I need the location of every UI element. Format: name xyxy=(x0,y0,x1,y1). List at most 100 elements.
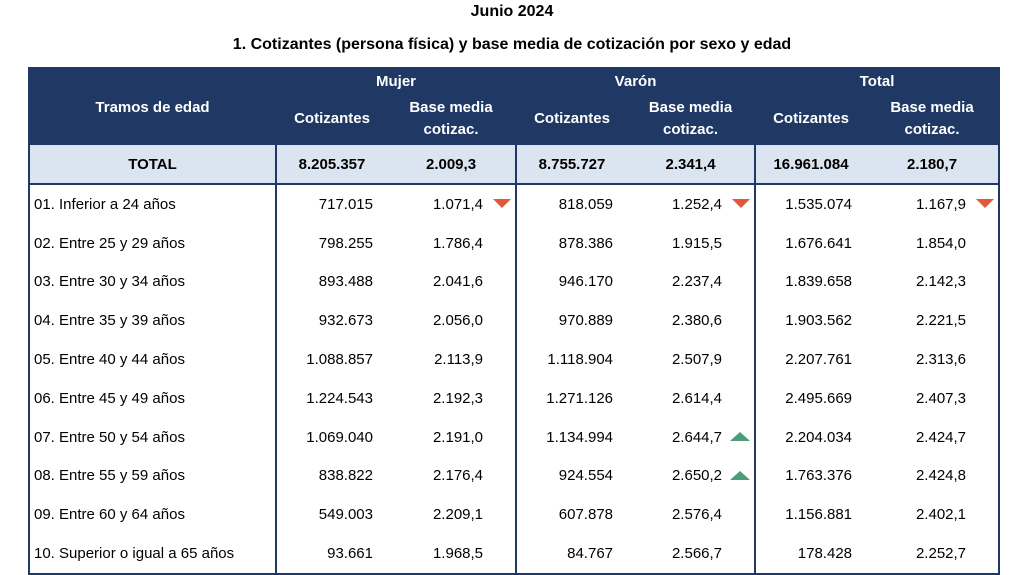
cell-value: 970.889 xyxy=(558,312,614,330)
cell-value: 2.650,2 xyxy=(671,467,723,485)
table-row: 03. Entre 30 y 34 años 893.488 2.041,6 946.… xyxy=(29,262,999,302)
col-header-cotizantes: Cotizantes xyxy=(754,93,867,145)
triangle-down-icon xyxy=(493,199,512,208)
cell-value: 2.056,0 xyxy=(432,312,484,330)
base-media-cell: 2.113,9 xyxy=(387,340,516,379)
cotizantes-cell: 1.839.658 xyxy=(754,262,867,302)
cotizantes-cell: 2.495.669 xyxy=(754,378,867,418)
table-row: 02. Entre 25 y 29 años 798.255 1.786,4 878.… xyxy=(29,223,999,263)
row-label: 08. Entre 55 y 59 años xyxy=(34,467,185,485)
col-header-base-line1: Base media xyxy=(890,99,974,116)
cotizantes-cell: 549.003 xyxy=(275,495,387,535)
cell-value: 2.380,6 xyxy=(671,312,723,330)
base-media-cell: 2.566,7 xyxy=(627,534,755,574)
base-media-cell: 2.614,4 xyxy=(627,379,755,418)
cell-value: 2.192,3 xyxy=(432,389,484,407)
col-header-base-line2: cotizac. xyxy=(904,121,960,138)
group-header-varon: Varón xyxy=(515,68,756,93)
cell-value: 2.221,5 xyxy=(915,312,967,330)
table-row: 04. Entre 35 y 39 años 932.673 2.056,0 970.… xyxy=(29,301,999,341)
table-row: 10. Superior o igual a 65 años 93.661 1.96… xyxy=(29,534,999,574)
base-media-cell: 2.237,4 xyxy=(627,263,755,302)
cell-value: 607.878 xyxy=(558,506,614,524)
cotizantes-cell: 607.878 xyxy=(515,495,628,535)
row-label: 05. Entre 40 y 44 años xyxy=(34,351,185,369)
cotizantes-cell: 2.204.034 xyxy=(754,417,867,457)
row-header: Tramos de edad xyxy=(29,68,276,145)
cell-value: 878.386 xyxy=(558,234,614,252)
row-label: 09. Entre 60 y 64 años xyxy=(34,506,185,524)
base-media-cell: 1.071,4 xyxy=(387,184,516,224)
period-title: Junio 2024 xyxy=(470,3,554,20)
cotizantes-cell: 1.134.994 xyxy=(515,417,628,457)
table-row: 09. Entre 60 y 64 años 549.003 2.209,1 607.… xyxy=(29,495,999,535)
cell-value: 2.424,8 xyxy=(915,467,967,485)
cell-value: 924.554 xyxy=(558,467,614,485)
cell-value: 93.661 xyxy=(327,545,373,563)
cotizantes-cell: 1.156.881 xyxy=(754,495,867,535)
cell-value: 2.507,9 xyxy=(671,351,723,369)
base-media-cell: 1.786,4 xyxy=(387,224,516,263)
cell-value: 2.424,7 xyxy=(915,428,967,446)
total-cell: 2.341,4 xyxy=(627,145,756,185)
cotizantes-cell: 1.118.904 xyxy=(515,340,628,379)
cell-value: 2.402,1 xyxy=(915,506,967,524)
base-media-cell: 2.209,1 xyxy=(387,495,516,534)
cell-value: 1.854,0 xyxy=(915,234,967,252)
cell-value: 2.204.034 xyxy=(785,428,853,446)
row-label: 04. Entre 35 y 39 años xyxy=(34,312,185,330)
cell-value: 1.118.904 xyxy=(547,351,614,369)
base-media-cell: 2.056,0 xyxy=(387,301,516,340)
cell-value: 1.271.126 xyxy=(546,389,614,407)
col-header-base-media: Base media cotizac. xyxy=(866,93,1000,145)
row-label: 01. Inferior a 24 años xyxy=(34,195,176,213)
cell-value: 178.428 xyxy=(797,545,853,563)
cotizantes-cell: 1.271.126 xyxy=(515,378,628,418)
cotizantes-cell: 178.428 xyxy=(754,534,867,574)
base-media-cell: 1.854,0 xyxy=(866,224,999,263)
table-row: 01. Inferior a 24 años 717.015 1.071,4 818.… xyxy=(29,184,999,224)
cell-value: 2.176,4 xyxy=(432,467,484,485)
base-media-cell: 2.252,7 xyxy=(866,534,999,574)
cotizantes-cell: 1.224.543 xyxy=(275,378,387,418)
table-row: 07. Entre 50 y 54 años 1.069.040 2.191,0 1.… xyxy=(29,417,999,457)
total-cell: 8.205.357 xyxy=(275,145,387,185)
cotizantes-cell: 1.088.857 xyxy=(275,340,387,379)
cell-value: 2.566,7 xyxy=(671,545,723,563)
cell-value: 1.763.376 xyxy=(785,467,853,485)
base-media-cell: 2.507,9 xyxy=(627,340,755,379)
table-row: 05. Entre 40 y 44 años 1.088.857 2.113,9 1.… xyxy=(29,340,999,379)
base-media-cell: 2.380,6 xyxy=(627,301,755,340)
cotizantes-cell: 798.255 xyxy=(275,223,387,263)
base-media-cell: 1.968,5 xyxy=(387,534,516,574)
cell-value: 1.252,4 xyxy=(671,195,723,213)
cotizantes-cell: 924.554 xyxy=(515,456,628,496)
cell-value: 2.142,3 xyxy=(915,273,967,291)
cell-value: 818.059 xyxy=(558,195,614,213)
cell-value: 1.069.040 xyxy=(306,428,373,446)
base-media-cell: 2.424,8 xyxy=(866,457,999,496)
cell-value: 1.903.562 xyxy=(785,312,853,330)
table-title: 1. Cotizantes (persona física) y base me… xyxy=(232,36,792,53)
col-header-base-line1: Base media xyxy=(409,99,493,116)
col-header-cotizantes: Cotizantes xyxy=(515,93,628,145)
col-header-base-line1: Base media xyxy=(648,99,733,116)
cotizantes-cell: 1.763.376 xyxy=(754,456,867,496)
cell-value: 1.167,9 xyxy=(915,195,967,213)
cotizantes-cell: 946.170 xyxy=(515,262,628,302)
cotizantes-cell: 2.207.761 xyxy=(754,340,867,379)
triangle-up-icon xyxy=(730,431,751,441)
cell-value: 2.495.669 xyxy=(785,389,853,407)
cell-value: 946.170 xyxy=(558,273,614,291)
col-header-cotizantes: Cotizantes xyxy=(275,93,387,145)
cell-value: 1.088.857 xyxy=(306,351,373,369)
base-media-cell: 2.424,7 xyxy=(866,418,999,457)
cotizantes-cell: 1.535.074 xyxy=(754,184,867,224)
col-header-base-line2: cotizac. xyxy=(663,121,719,138)
cell-value: 1.535.074 xyxy=(785,195,853,213)
cell-value: 1.915,5 xyxy=(671,234,723,252)
cell-value: 1.968,5 xyxy=(432,545,484,563)
cell-value: 2.576,4 xyxy=(671,506,723,524)
cell-value: 549.003 xyxy=(318,506,373,524)
table-row: 08. Entre 55 y 59 años 838.822 2.176,4 924.… xyxy=(29,456,999,496)
